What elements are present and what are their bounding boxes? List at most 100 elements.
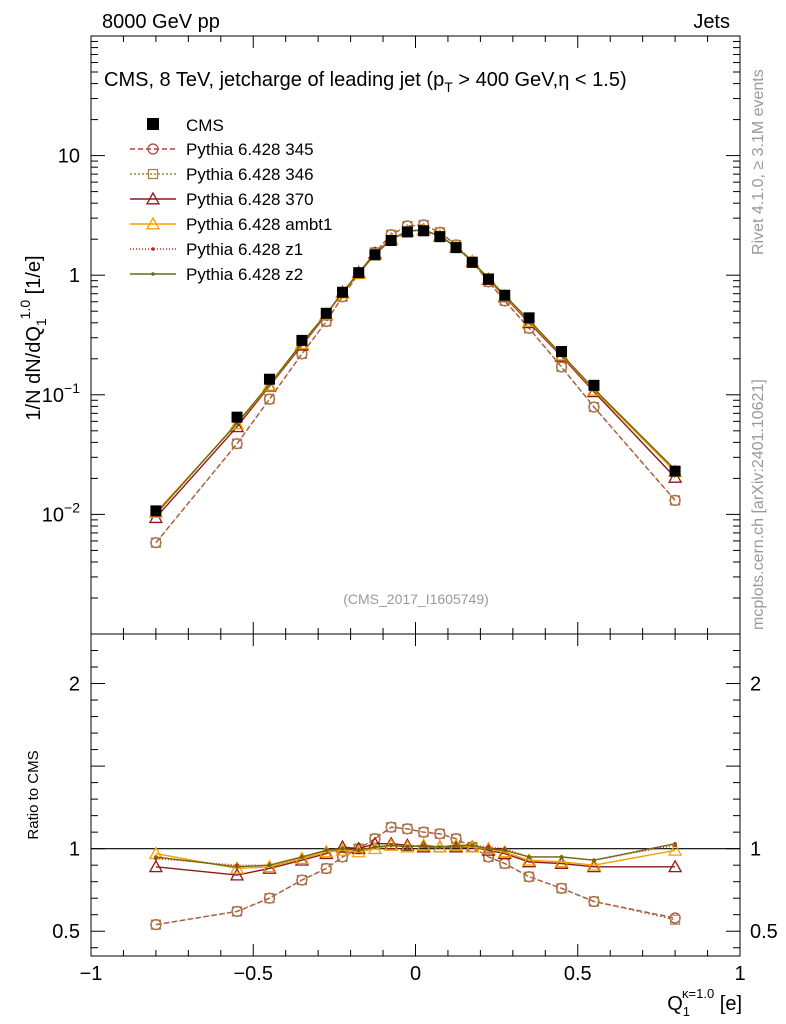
ratio-point-5 — [340, 846, 345, 851]
ratio-point-3 — [262, 859, 277, 873]
cms-data-point — [588, 379, 600, 391]
ratio-tick-label-right: 1 — [750, 839, 761, 861]
ratio-point-1 — [402, 823, 413, 834]
rivet-version-label: Rivet 4.1.0, ≥ 3.1M events — [750, 69, 767, 255]
series-point-1 — [556, 361, 567, 373]
cms-data-point — [231, 411, 243, 423]
ratio-point-5 — [154, 855, 158, 859]
ratio-point-2 — [384, 836, 399, 850]
chart-title: CMS, 8 TeV, jetcharge of leading jet (pT… — [104, 69, 627, 95]
legend-label-5: Pythia 6.428 z2 — [186, 265, 303, 284]
x-tick-label: −0.5 — [234, 963, 273, 985]
legend-label-4: Pythia 6.428 z1 — [186, 240, 303, 259]
cms-data-point — [434, 231, 446, 243]
y-tick-label: 10 — [58, 146, 80, 168]
series-point-1 — [264, 394, 275, 405]
ratio-y-axis-label: Ratio to CMS — [25, 750, 42, 839]
ratio-point-3 — [229, 861, 245, 874]
ratio-point-3 — [667, 842, 683, 856]
ratio-point-1 — [386, 822, 397, 833]
series-point-1 — [669, 495, 681, 506]
ratio-point-2 — [586, 859, 602, 873]
ratio-line-5 — [155, 843, 676, 868]
ratio-point-2 — [521, 854, 537, 868]
ratio-point-5 — [373, 845, 377, 849]
ratio-point-3 — [586, 857, 602, 871]
analysis-tag: (CMS_2017_I1605749) — [343, 591, 489, 607]
ratio-point-5 — [324, 848, 329, 853]
ratio-point-5 — [405, 845, 410, 849]
cms-data-point — [385, 235, 397, 247]
ratio-point-5 — [592, 858, 596, 863]
y-tick-label: 1 — [69, 265, 80, 287]
cms-data-point — [669, 465, 681, 477]
ratio-point-2 — [554, 856, 569, 869]
ratio-point-3 — [521, 852, 537, 866]
ratio-point-3 — [351, 844, 366, 858]
legend-label-cms: CMS — [186, 116, 224, 135]
y-tick-label: 10−2 — [42, 499, 80, 526]
cms-data-point — [336, 286, 348, 298]
ratio-tick-label: 0.5 — [52, 921, 80, 943]
header-process-label: Jets — [693, 11, 730, 33]
ratio-point-2 — [448, 839, 464, 853]
ratio-point-2 — [262, 861, 277, 874]
cms-data-point — [466, 256, 478, 268]
ratio-point-2 — [229, 867, 245, 881]
ratio-point-1 — [150, 919, 161, 930]
ratio-panel-frame — [90, 633, 741, 957]
ratio-tick-label: 1 — [69, 839, 80, 861]
y-axis-label: 1/N dN/dQ11.0 [1/e] — [17, 255, 49, 420]
series-point-1 — [150, 537, 161, 548]
legend-label-1: Pythia 6.428 346 — [186, 165, 314, 184]
series-point-3 — [262, 377, 277, 391]
ratio-point-3 — [335, 842, 350, 856]
ratio-point-5 — [235, 865, 239, 869]
ratio-point-5 — [502, 848, 507, 853]
cms-data-point — [353, 267, 365, 279]
ratio-point-5 — [300, 855, 304, 859]
legend-label-0: Pythia 6.428 345 — [186, 140, 314, 159]
x-tick-label: −1 — [80, 963, 103, 985]
ratio-point-3 — [384, 838, 399, 851]
ratio-point-5 — [673, 841, 677, 846]
ratio-point-1 — [669, 914, 681, 925]
cms-data-point — [556, 346, 568, 358]
ratio-point-2 — [400, 838, 415, 851]
ratio-point-1 — [434, 828, 445, 839]
series-point-0 — [263, 393, 276, 405]
legend-marker-1 — [147, 168, 159, 180]
ratio-point-2 — [335, 839, 350, 853]
legend-label-2: Pythia 6.428 370 — [186, 190, 314, 209]
x-axis-label: Q1κ=1.0 [e] — [667, 986, 742, 1019]
ratio-point-2 — [667, 859, 683, 873]
ratio-point-1 — [483, 851, 494, 863]
x-tick-label: 0.5 — [564, 963, 592, 985]
ratio-point-1 — [321, 863, 332, 874]
x-tick-label: 1 — [734, 963, 745, 985]
ratio-point-1 — [231, 906, 243, 917]
legend-marker-5 — [151, 272, 155, 276]
mcplots-source-label: mcplots.cern.ch [arXiv:2401.10621] — [750, 379, 767, 630]
ratio-tick-label-right: 2 — [750, 674, 761, 696]
cms-data-point — [401, 226, 413, 238]
ratio-point-5 — [421, 843, 426, 848]
legend-marker-3 — [145, 216, 161, 230]
y-tick-label: 10−1 — [42, 380, 80, 407]
ratio-tick-label-right: 0.5 — [750, 921, 778, 943]
legend-label-3: Pythia 6.428 ambt1 — [186, 215, 332, 234]
ratio-point-5 — [454, 843, 458, 848]
cms-data-point — [418, 225, 430, 237]
legend: CMS Pythia 6.428 345 Pythia 6.428 346 Pythi… — [130, 116, 332, 284]
ratio-point-1 — [450, 833, 462, 844]
ratio-point-1 — [264, 893, 275, 904]
legend-marker-0 — [147, 143, 159, 155]
ratio-point-1 — [556, 883, 567, 894]
ratio-point-1 — [418, 827, 429, 838]
ratio-point-2 — [148, 859, 164, 873]
header-beam-label: 8000 GeV pp — [102, 11, 220, 33]
cms-data-point — [523, 312, 535, 324]
ratio-layer — [148, 821, 683, 931]
series-point-0 — [231, 438, 243, 450]
